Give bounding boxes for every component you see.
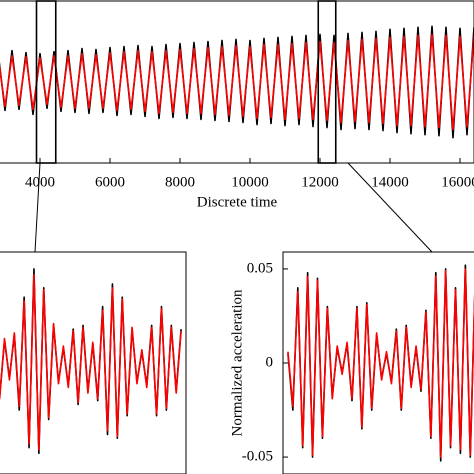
y-axis-label: Normalized acceleration <box>229 289 245 436</box>
plot-area <box>0 25 474 139</box>
x-axis-label: Discrete time <box>197 194 278 210</box>
y-tick-label: 0 <box>266 354 274 370</box>
x-tick-label: 14000 <box>371 174 409 190</box>
zoom-connector <box>347 162 433 253</box>
axes-frame <box>0 251 187 474</box>
zoom-window <box>317 0 337 164</box>
x-tick-label: 4000 <box>25 174 55 190</box>
zoom-window <box>35 0 57 164</box>
x-tick-label: 8000 <box>165 174 195 190</box>
signal-line <box>0 33 474 131</box>
x-tick-label: 6000 <box>95 174 125 190</box>
axes-frame <box>0 0 474 164</box>
zoom-connector <box>34 162 41 253</box>
y-tick-label: -0.05 <box>242 449 273 465</box>
signal-line <box>287 268 474 458</box>
x-tick-label: 10000 <box>231 174 269 190</box>
x-tick-label: 12000 <box>301 174 339 190</box>
plot-area <box>0 268 182 455</box>
x-tick-label: 16000 <box>441 174 474 190</box>
plot-area <box>287 264 474 462</box>
signal-line <box>0 273 182 451</box>
y-tick-label: 0.05 <box>247 260 273 276</box>
